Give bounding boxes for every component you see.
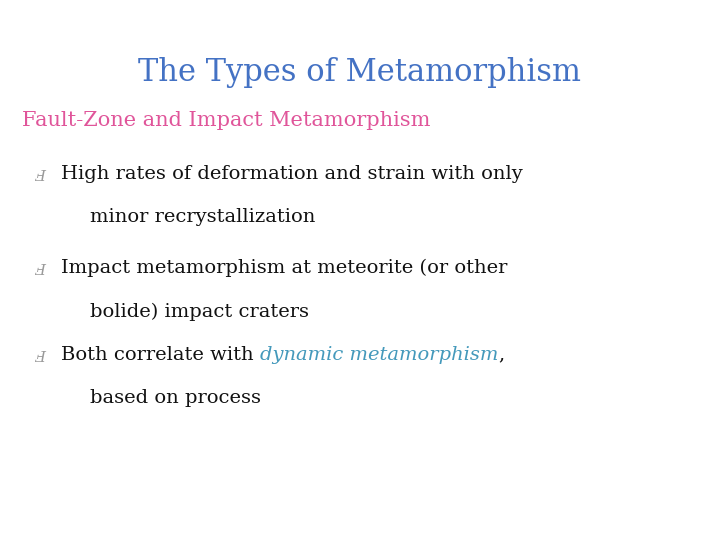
Text: Fault-Zone and Impact Metamorphism: Fault-Zone and Impact Metamorphism	[22, 111, 430, 130]
Text: F: F	[37, 165, 47, 179]
Text: The Types of Metamorphism: The Types of Metamorphism	[138, 57, 582, 87]
Text: dynamic metamorphism: dynamic metamorphism	[260, 346, 498, 363]
Text: Impact metamorphism at meteorite (or other: Impact metamorphism at meteorite (or oth…	[61, 259, 508, 278]
Text: High rates of deformation and strain with only: High rates of deformation and strain wit…	[61, 165, 523, 183]
Text: ,: ,	[498, 346, 505, 363]
Text: F: F	[37, 259, 47, 273]
Text: Both correlate with: Both correlate with	[61, 346, 260, 363]
Text: F: F	[37, 346, 47, 360]
Text: based on process: based on process	[90, 389, 261, 407]
Text: minor recrystallization: minor recrystallization	[90, 208, 315, 226]
Text: bolide) impact craters: bolide) impact craters	[90, 302, 309, 321]
